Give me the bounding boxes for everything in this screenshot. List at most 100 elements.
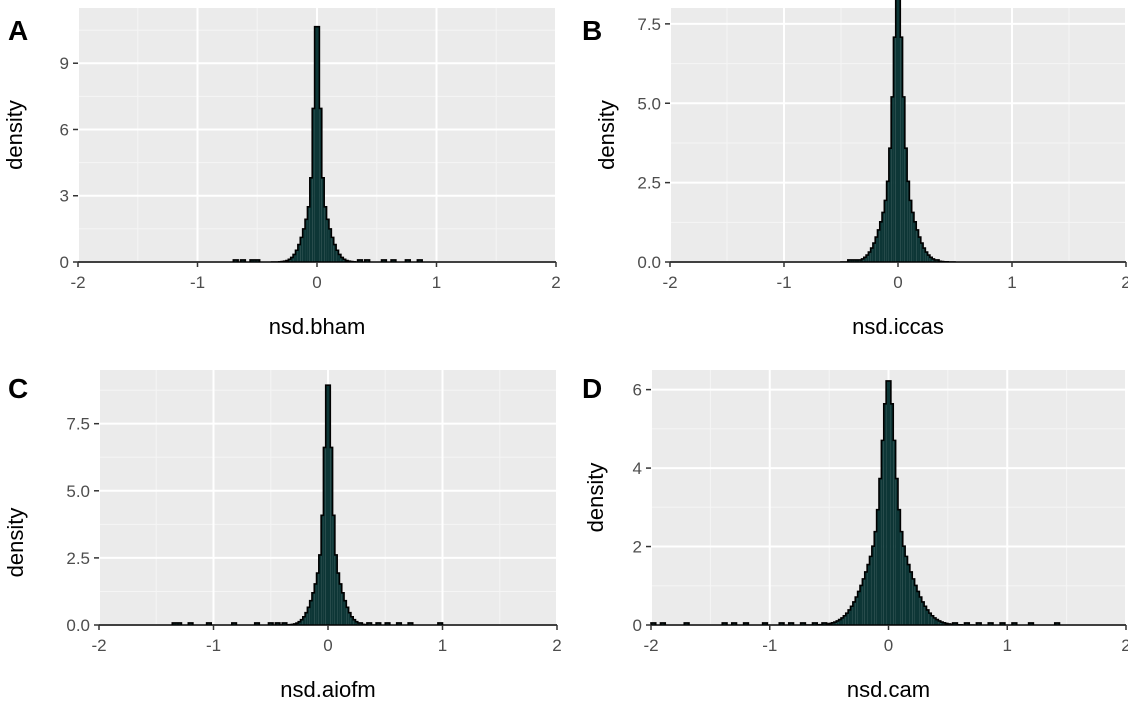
histogram-bar bbox=[779, 622, 782, 625]
histogram-bar bbox=[270, 622, 274, 625]
x-tick-label: 2 bbox=[551, 273, 560, 292]
histogram-bar bbox=[383, 259, 387, 262]
histogram-bar bbox=[955, 622, 958, 625]
histogram-bar bbox=[300, 237, 303, 262]
histogram-bar bbox=[330, 447, 333, 625]
panel-letter: D bbox=[582, 373, 602, 404]
histogram-bar bbox=[791, 622, 794, 625]
histogram-bar bbox=[1057, 622, 1060, 625]
x-tick-label: -2 bbox=[91, 636, 106, 655]
histogram-bar bbox=[886, 181, 889, 262]
histogram-bar bbox=[927, 255, 930, 262]
histogram-outline bbox=[670, 0, 1126, 263]
histogram-bar bbox=[918, 237, 921, 262]
y-tick-label: 4 bbox=[633, 459, 642, 478]
histogram-bar bbox=[862, 578, 865, 625]
histogram-bar bbox=[888, 380, 891, 625]
histogram-bar bbox=[812, 622, 815, 625]
x-tick-label: 2 bbox=[1121, 636, 1128, 655]
histogram-bar bbox=[360, 622, 363, 625]
histogram-bar bbox=[788, 622, 792, 625]
histogram-bar bbox=[902, 96, 905, 262]
histogram-bar bbox=[864, 571, 868, 625]
histogram-bar bbox=[686, 622, 689, 625]
y-tick-label: 6 bbox=[633, 381, 642, 400]
y-axis-title: density bbox=[3, 508, 28, 578]
histogram-bar bbox=[252, 259, 255, 262]
histogram-bar bbox=[231, 622, 235, 625]
histogram-bar bbox=[866, 255, 869, 262]
x-tick-label: 0 bbox=[884, 636, 893, 655]
histogram-bar bbox=[378, 622, 381, 625]
histogram-bar bbox=[877, 229, 880, 262]
histogram-bar bbox=[376, 622, 379, 625]
histogram-bar bbox=[391, 259, 394, 262]
histogram-bar bbox=[419, 259, 423, 262]
x-tick-label: -1 bbox=[776, 273, 791, 292]
histogram-bar bbox=[179, 622, 182, 625]
histogram-bar bbox=[1031, 622, 1034, 625]
histogram-bar bbox=[316, 573, 319, 625]
histogram-bar bbox=[684, 622, 687, 625]
histogram-bar bbox=[405, 259, 408, 262]
panel-letter: C bbox=[8, 373, 28, 404]
x-tick-label: 0 bbox=[893, 273, 902, 292]
histogram-bar bbox=[926, 609, 929, 625]
y-tick-label: 5.0 bbox=[66, 482, 90, 501]
histogram-bar bbox=[913, 221, 917, 262]
histogram-bar bbox=[172, 622, 175, 625]
histogram-bar bbox=[931, 615, 934, 625]
histogram-bar bbox=[254, 259, 258, 262]
histogram-bar bbox=[346, 607, 349, 625]
histogram-bar bbox=[1054, 622, 1058, 625]
histogram-bar bbox=[814, 622, 818, 625]
histogram-bar bbox=[309, 177, 313, 262]
histogram-bar bbox=[852, 601, 856, 625]
histogram-bar bbox=[268, 622, 271, 625]
y-tick-label: 2.5 bbox=[637, 174, 661, 193]
histogram-bar bbox=[909, 200, 912, 262]
x-tick-label: -1 bbox=[190, 273, 205, 292]
histogram-bar bbox=[1028, 622, 1031, 625]
histogram-bar bbox=[831, 622, 834, 625]
histogram-bar bbox=[843, 615, 846, 625]
histogram-bar bbox=[190, 622, 193, 625]
histogram-bar bbox=[321, 177, 325, 262]
y-axis-title: density bbox=[2, 100, 27, 170]
histogram-bar bbox=[328, 228, 332, 262]
histogram-bar bbox=[340, 257, 344, 262]
histogram-bar bbox=[336, 250, 339, 262]
histogram-bar bbox=[302, 616, 306, 625]
x-tick-label: -2 bbox=[643, 636, 658, 655]
histogram-bar bbox=[923, 248, 926, 262]
histogram-bar bbox=[850, 259, 853, 262]
histogram-bar bbox=[855, 596, 858, 625]
histogram-bar bbox=[838, 619, 841, 625]
histogram-bar bbox=[722, 622, 725, 625]
histogram-bar bbox=[765, 622, 768, 625]
x-axis-title: nsd.aiofm bbox=[280, 677, 375, 702]
histogram-bar bbox=[852, 259, 855, 262]
histogram-bar bbox=[978, 622, 982, 625]
histogram-bar bbox=[854, 259, 857, 262]
histogram-bar bbox=[328, 385, 331, 625]
histogram-bar bbox=[364, 259, 368, 262]
histogram-bar bbox=[233, 259, 236, 262]
x-axis-title: nsd.iccas bbox=[852, 314, 944, 339]
histogram-bar bbox=[357, 622, 361, 625]
histogram-bar bbox=[857, 591, 860, 625]
y-tick-label: 3 bbox=[60, 187, 69, 206]
histogram-bar bbox=[333, 244, 337, 262]
histogram-bar bbox=[324, 206, 327, 262]
histogram-bar bbox=[314, 26, 317, 263]
histogram-bar bbox=[952, 622, 955, 625]
histogram-bar bbox=[988, 622, 991, 625]
histogram-bar bbox=[921, 601, 925, 625]
histogram-bar bbox=[874, 531, 877, 625]
panel-c: -2 -1 0 1 2 0.0 2.5 5.0 7.5 nsd.aiofm density C bbox=[3, 370, 562, 702]
panel-b: -2 -1 0 1 2 0.0 2.5 5.0 7.5 nsd.iccas density B bbox=[582, 0, 1128, 339]
histogram-bar bbox=[1000, 622, 1003, 625]
histogram-bar bbox=[884, 200, 887, 262]
x-tick-label: 2 bbox=[1121, 273, 1128, 292]
x-tick-label: 1 bbox=[1003, 636, 1012, 655]
